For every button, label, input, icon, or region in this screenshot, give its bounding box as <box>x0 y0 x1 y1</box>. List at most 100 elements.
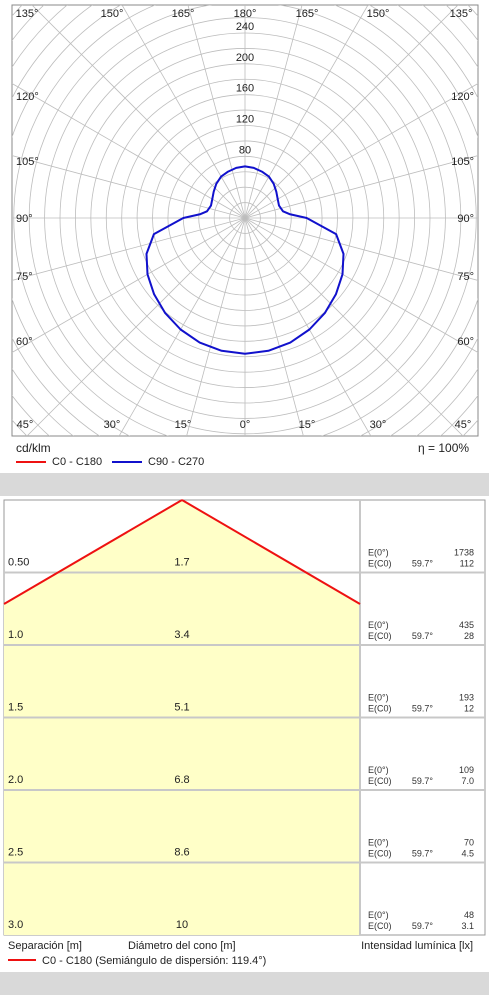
angle-label-left: 90° <box>16 213 33 225</box>
grid-spoke <box>12 217 246 353</box>
grid-spoke <box>244 217 478 353</box>
legend-label-c90-c270: C90 - C270 <box>148 456 205 468</box>
e0-value: 48 <box>464 910 474 920</box>
angle-label-right: 105° <box>451 156 474 168</box>
e0-label: E(0°) <box>368 765 389 775</box>
angle-label-right: 90° <box>457 213 474 225</box>
e0-value: 435 <box>459 620 474 630</box>
angle-value: 59.7° <box>412 849 434 859</box>
grid-spoke <box>187 5 246 219</box>
separation-value: 1.0 <box>8 629 23 641</box>
ec0-label: E(C0) <box>368 631 392 641</box>
diameter-value: 1.7 <box>174 557 189 569</box>
cone-lines <box>3 499 485 935</box>
ec0-label: E(C0) <box>368 559 392 569</box>
grid-spoke <box>186 217 246 436</box>
angle-label-top: 180° <box>234 8 257 20</box>
angle-label-bottom: 15° <box>299 419 316 431</box>
e0-label: E(0°) <box>368 910 389 920</box>
separation-value: 0.50 <box>8 557 29 569</box>
angle-value: 59.7° <box>412 704 434 714</box>
grid-spoke <box>12 155 246 219</box>
grid-spoke <box>244 217 478 281</box>
angle-label-bottom: 0° <box>240 419 251 431</box>
cone-diagram-panel: 0.50 1.7 E(0°) E(C0) 59.7° 1738 112 1.0 3.4 E(0°)… <box>0 496 489 972</box>
grid-spoke <box>244 5 303 219</box>
angle-value: 59.7° <box>412 776 434 786</box>
grid-spoke <box>26 217 246 436</box>
grid-spoke <box>118 217 246 436</box>
ec0-label: E(C0) <box>368 704 392 714</box>
angle-label-bottom: 15° <box>175 419 192 431</box>
ec0-label: E(C0) <box>368 776 392 786</box>
radial-tick-label: 160 <box>236 83 254 95</box>
polar-grid <box>11 4 479 437</box>
cone-edge-right <box>181 499 361 605</box>
angle-label-right: 120° <box>451 91 474 103</box>
angle-label-bottom: 30° <box>370 419 387 431</box>
polar-diagram-panel: 80 120 160 200 240 135° 150° 165° 180° 165° 150° 13… <box>0 0 489 473</box>
e0-value: 1738 <box>454 548 474 558</box>
angle-label-bottom: 45° <box>17 419 34 431</box>
angle-label-right: 75° <box>457 271 474 283</box>
angle-label-bottom: 45° <box>455 419 472 431</box>
angle-label-right: 60° <box>457 336 474 348</box>
separator-band <box>0 473 489 496</box>
legend-swatch-red <box>16 461 46 463</box>
grid-lines <box>12 5 478 436</box>
diameter-value: 10 <box>176 919 188 931</box>
angle-label-top: 150° <box>101 8 124 20</box>
radial-tick-label: 200 <box>236 52 254 64</box>
ec0-value: 7.0 <box>461 776 474 786</box>
e0-value: 109 <box>459 765 474 775</box>
cone-legend-label: C0 - C180 (Semiángulo de dispersión: 119… <box>42 955 266 967</box>
angle-label-left: 120° <box>16 91 39 103</box>
angle-label-top: 150° <box>367 8 390 20</box>
efficiency-label: η = 100% <box>418 441 470 455</box>
ec0-value: 112 <box>460 559 474 569</box>
diameter-value: 6.8 <box>174 774 189 786</box>
ec0-value: 3.1 <box>461 921 474 931</box>
radial-tick-label: 80 <box>239 144 251 156</box>
grid-spoke <box>12 83 246 219</box>
grid-spoke <box>12 217 246 281</box>
angle-label-bottom: 30° <box>104 419 121 431</box>
unit-label: cd/klm <box>16 441 51 455</box>
e0-value: 193 <box>459 693 474 703</box>
radial-tick-label: 120 <box>236 114 254 126</box>
separation-value: 1.5 <box>8 702 23 714</box>
angle-label-top: 135° <box>16 8 39 20</box>
grid-spoke <box>244 5 369 219</box>
footer-separation-label: Separación [m] <box>8 940 82 952</box>
angle-label-left: 60° <box>16 336 33 348</box>
angle-value: 59.7° <box>412 559 434 569</box>
legend-swatch-blue <box>112 461 142 463</box>
ec0-label: E(C0) <box>368 849 392 859</box>
legend-c0-c180: C0 - C180 <box>16 456 102 468</box>
e0-label: E(0°) <box>368 620 389 630</box>
polar-chart: 80 120 160 200 240 135° 150° 165° 180° 165° 150° 13… <box>11 4 479 437</box>
e0-label: E(0°) <box>368 548 389 558</box>
ec0-value: 12 <box>464 704 474 714</box>
separation-value: 2.0 <box>8 774 23 786</box>
e0-value: 70 <box>464 838 474 848</box>
separation-value: 3.0 <box>8 919 23 931</box>
diameter-value: 5.1 <box>174 702 189 714</box>
legend-c90-c270: C90 - C270 <box>112 456 204 468</box>
e0-label: E(0°) <box>368 838 389 848</box>
grid-spoke <box>31 5 246 219</box>
grid-spoke <box>244 83 478 219</box>
angle-value: 59.7° <box>412 921 434 931</box>
legend-label-c0-c180: C0 - C180 <box>52 456 103 468</box>
radial-tick-label: 240 <box>236 21 254 33</box>
ec0-label: E(C0) <box>368 921 392 931</box>
grid-spoke <box>244 217 304 436</box>
grid-spoke <box>244 217 372 436</box>
angle-value: 59.7° <box>412 631 434 641</box>
grid-spoke <box>244 217 464 436</box>
polar-labels: 80 120 160 200 240 135° 150° 165° 180° 165° 150° 13… <box>16 8 474 431</box>
polar-series <box>145 165 345 355</box>
series-line-c90-c270 <box>145 165 345 355</box>
footer-diameter-label: Diámetro del cono [m] <box>128 940 236 952</box>
